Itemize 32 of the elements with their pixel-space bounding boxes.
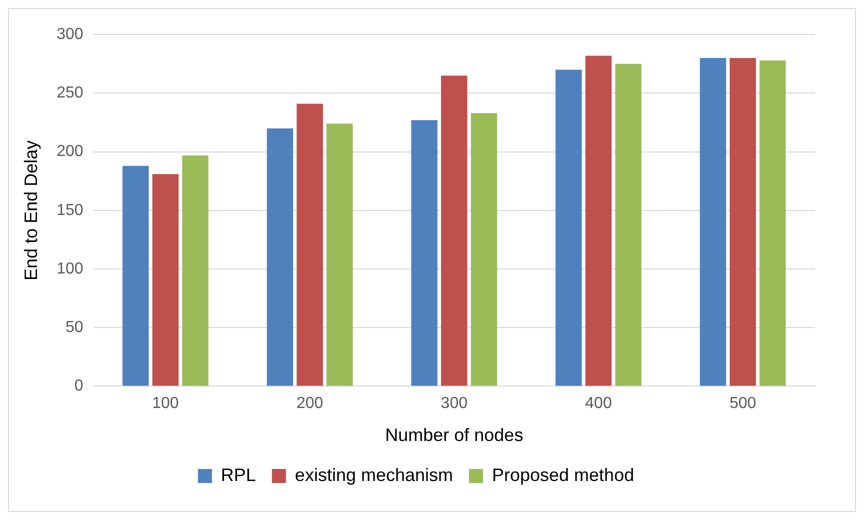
bar [585,56,612,386]
bar [441,76,468,386]
bar [182,155,208,386]
x-tick-label: 400 [585,395,612,412]
y-tick-label: 150 [56,202,84,219]
bar [730,58,756,386]
bar [556,70,582,386]
x-tick-label: 100 [152,395,179,412]
bar [122,166,149,386]
bar [470,113,498,386]
bar [760,60,786,386]
y-tick-label: 200 [56,143,84,160]
y-tick-label: 300 [56,26,84,44]
bar [326,124,353,386]
bar [615,64,642,386]
bar [700,58,726,386]
bar [266,128,294,386]
y-tick-label: 250 [56,84,84,102]
x-axis-title: Number of nodes [385,425,524,446]
y-tick-label: 100 [56,260,84,278]
x-tick-label: 500 [729,395,756,412]
y-tick-label: 0 [74,378,84,395]
y-tick-label: 50 [66,319,84,336]
legend-label: RPL [220,464,256,485]
x-tick-label: 300 [440,395,468,412]
bar [296,104,323,386]
y-axis-title: End to End Delay [20,140,41,280]
legend-label: Proposed method [492,464,634,485]
bar [411,120,438,386]
legend-label: existing mechanism [294,464,453,485]
bar [152,174,179,386]
x-tick-label: 200 [296,395,324,412]
